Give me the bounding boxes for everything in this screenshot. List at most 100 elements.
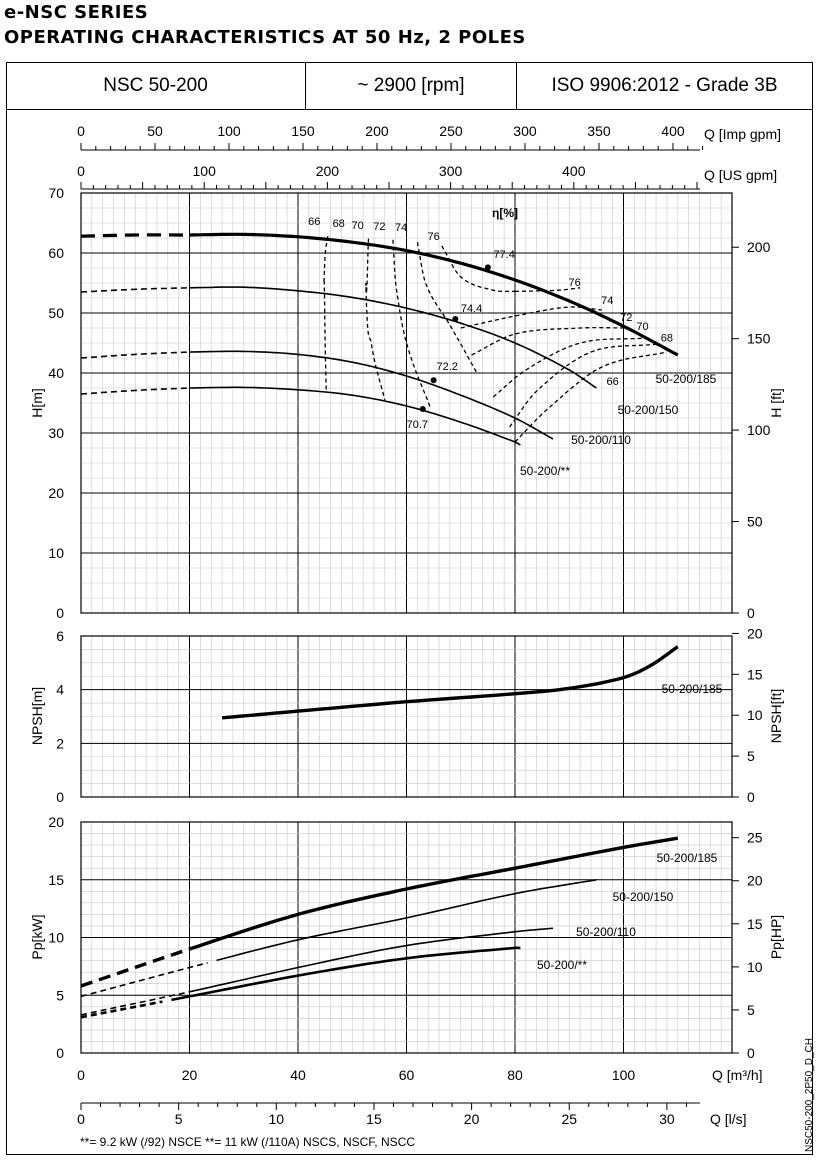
- x-tick: 20: [182, 1067, 198, 1083]
- power-curve-1: [188, 836, 679, 951]
- bep-point: [419, 406, 426, 412]
- power-series-label: 50-200/110: [576, 925, 636, 939]
- imp-gpm-tick: 0: [77, 123, 85, 139]
- efficiency-value-label: 77.4: [493, 249, 514, 261]
- us-gpm-tick: 100: [193, 163, 217, 179]
- imp-gpm-tick: 100: [217, 123, 241, 139]
- efficiency-value-label: 70: [636, 321, 648, 333]
- head-ytick-r: 50: [747, 514, 763, 530]
- imp-gpm-tick: 200: [365, 123, 389, 139]
- ls-tick: 20: [464, 1111, 480, 1127]
- head-curve-1: [189, 232, 679, 357]
- power-curve-dashed-1: [80, 947, 191, 988]
- x-tick: 60: [399, 1067, 415, 1083]
- head-curve-dashed-1: [80, 233, 190, 238]
- efficiency-value-label: 66: [607, 376, 619, 388]
- speed-label: ~ 2900 [rpm]: [306, 62, 517, 110]
- chart-frame: [6, 62, 813, 1155]
- imp-gpm-axis-label: Q [Imp gpm]: [704, 126, 781, 142]
- power-series-label: 50-200/185: [657, 851, 718, 865]
- model-label: NSC 50-200: [6, 62, 306, 110]
- chart-code: NSC50-200_2P50_D_CH: [804, 1038, 815, 1152]
- us-gpm-tick: 400: [562, 163, 586, 179]
- ls-tick: 5: [175, 1111, 183, 1127]
- head-series-label: 50-200/**: [520, 464, 570, 478]
- ls-tick: 10: [269, 1111, 285, 1127]
- standard-label: ISO 9906:2012 - Grade 3B: [517, 62, 813, 110]
- efficiency-value-label: 66: [308, 216, 320, 228]
- bep-point: [484, 264, 491, 271]
- efficiency-value-label: 76: [428, 231, 440, 243]
- head-ytick: 0: [56, 605, 64, 621]
- ls-tick: 0: [77, 1111, 85, 1127]
- power-series-label: 50-200/**: [537, 958, 587, 972]
- npsh-ytick: 4: [56, 682, 64, 698]
- power-ytick: 0: [56, 1045, 64, 1061]
- head-ytick-r: 0: [747, 605, 755, 621]
- head-ytick: 70: [48, 185, 64, 201]
- head-curve-dashed-2: [80, 287, 190, 293]
- imp-gpm-tick: 150: [291, 123, 315, 139]
- npsh-ytick-r: 20: [747, 625, 763, 641]
- npsh-ytick-r: 15: [747, 666, 763, 682]
- page-title: OPERATING CHARACTERISTICS AT 50 Hz, 2 PO…: [4, 27, 526, 48]
- bep-point: [430, 377, 437, 384]
- head-series-label: 50-200/150: [618, 403, 679, 417]
- x-tick: 0: [77, 1067, 85, 1083]
- head-ytick: 20: [48, 485, 64, 501]
- power-ytick-r: 10: [747, 959, 763, 975]
- power-ytick-r: 15: [747, 916, 763, 932]
- power-curve-dashed-2: [80, 962, 208, 998]
- bep-point: [452, 316, 459, 322]
- power-curve-dashed-4: [80, 1000, 163, 1019]
- power-ytick: 20: [48, 814, 64, 830]
- head-ylabel: H[m]: [29, 388, 45, 418]
- power-ylabel-right: Pp[HP]: [768, 915, 784, 959]
- efficiency-value-label: 72: [373, 221, 385, 233]
- power-ytick-r: 25: [747, 830, 763, 846]
- ls-tick: 25: [561, 1111, 577, 1127]
- iso-efficiency-left-3: [365, 238, 386, 401]
- power-curve-2: [216, 879, 597, 962]
- head-ytick-r: 150: [747, 331, 771, 347]
- us-gpm-tick: 0: [77, 163, 85, 179]
- head-curve-dashed-3: [80, 351, 190, 359]
- power-ytick-r: 0: [747, 1045, 755, 1061]
- efficiency-label: η[%]: [492, 206, 518, 220]
- power-ytick-r: 20: [747, 873, 763, 889]
- iso-efficiency-left-1: [323, 236, 329, 390]
- npsh-ytick: 6: [56, 628, 64, 644]
- imp-gpm-tick: 250: [439, 123, 463, 139]
- us-gpm-axis-label: Q [US gpm]: [704, 167, 777, 183]
- head-curve-dashed-4: [80, 387, 190, 395]
- power-curve-4: [171, 946, 521, 1002]
- efficiency-value-label: 68: [333, 218, 345, 230]
- efficiency-value-label: 68: [661, 333, 673, 345]
- iso-efficiency-left-4: [392, 239, 432, 410]
- npsh-ylabel-right: NPSH[ft]: [768, 689, 784, 743]
- head-curve-2: [189, 286, 597, 389]
- iso-efficiency-right-3: [471, 326, 629, 356]
- npsh-ytick-r: 0: [747, 789, 755, 805]
- ls-tick: 30: [659, 1111, 675, 1127]
- head-ytick: 40: [48, 365, 64, 381]
- head-ytick: 10: [48, 545, 64, 561]
- x-tick: 40: [290, 1067, 306, 1083]
- imp-gpm-tick: 350: [587, 123, 611, 139]
- npsh-ytick: 0: [56, 789, 64, 805]
- head-ytick: 60: [48, 245, 64, 261]
- efficiency-value-label: 70: [352, 220, 364, 232]
- npsh-curve: [221, 645, 679, 720]
- imp-gpm-tick: 50: [147, 123, 163, 139]
- npsh-series-label: 50-200/185: [662, 682, 723, 696]
- efficiency-value-label: 74: [601, 295, 613, 307]
- head-ytick-r: 200: [747, 239, 771, 255]
- head-curve-4: [189, 386, 521, 446]
- efficiency-value-label: 74: [395, 222, 407, 234]
- npsh-ytick: 2: [56, 735, 64, 751]
- head-curve-3: [189, 350, 554, 440]
- efficiency-value-label: 76: [569, 277, 581, 289]
- ls-tick: 15: [366, 1111, 382, 1127]
- head-ytick: 50: [48, 305, 64, 321]
